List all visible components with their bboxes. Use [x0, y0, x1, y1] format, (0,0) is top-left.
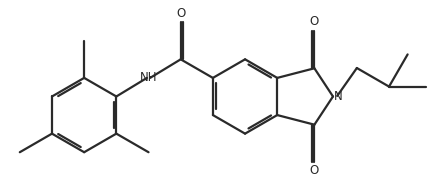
Text: O: O	[310, 164, 319, 178]
Text: O: O	[310, 15, 319, 29]
Text: NH: NH	[140, 71, 157, 84]
Text: O: O	[176, 6, 186, 20]
Text: N: N	[334, 90, 343, 103]
